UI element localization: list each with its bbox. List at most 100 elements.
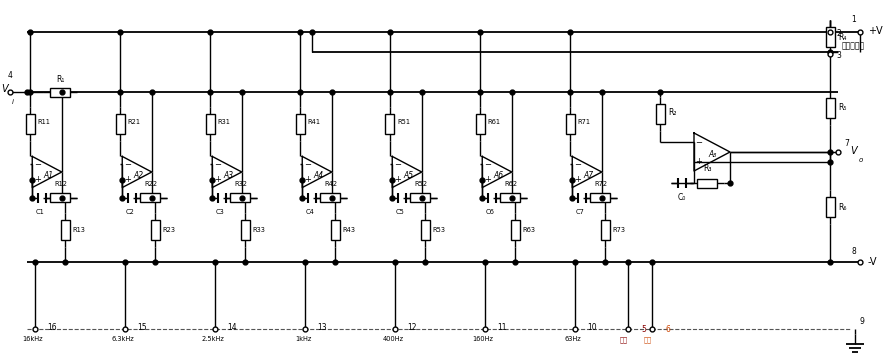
Bar — [511, 220, 519, 240]
Text: R₅: R₅ — [838, 103, 846, 112]
Text: R22: R22 — [144, 181, 158, 186]
Text: 7: 7 — [844, 139, 849, 148]
Text: 9: 9 — [860, 316, 865, 325]
Text: 3: 3 — [836, 51, 841, 59]
Bar — [476, 114, 485, 134]
Bar — [50, 88, 70, 97]
Text: A1: A1 — [43, 171, 53, 180]
Text: 13: 13 — [317, 324, 327, 333]
Bar — [566, 114, 575, 134]
Text: 12: 12 — [407, 324, 416, 333]
Text: −: − — [574, 160, 581, 169]
Bar — [697, 178, 717, 188]
Text: +: + — [484, 175, 491, 184]
Text: −: − — [304, 160, 311, 169]
Text: −: − — [34, 160, 41, 169]
Text: 提升: 提升 — [644, 337, 652, 343]
Text: R31: R31 — [217, 119, 230, 125]
Text: 160Hz: 160Hz — [472, 336, 494, 342]
Text: 6.3kHz: 6.3kHz — [111, 336, 135, 342]
Text: 6: 6 — [665, 324, 670, 333]
Text: R13: R13 — [72, 227, 86, 233]
Text: R61: R61 — [487, 119, 500, 125]
Bar — [230, 193, 250, 202]
Text: 8: 8 — [851, 248, 856, 257]
Text: +: + — [696, 157, 702, 166]
Text: 400Hz: 400Hz — [382, 336, 404, 342]
Text: A7: A7 — [583, 171, 593, 180]
Text: −: − — [696, 138, 702, 147]
Text: R72: R72 — [594, 181, 608, 186]
Text: C7: C7 — [576, 209, 584, 215]
Text: R51: R51 — [397, 119, 410, 125]
Text: 11: 11 — [497, 324, 506, 333]
Text: R₃: R₃ — [703, 164, 711, 173]
Bar — [50, 193, 70, 202]
Text: R32: R32 — [234, 181, 248, 186]
Text: i: i — [12, 99, 14, 105]
Text: A5: A5 — [403, 171, 413, 180]
Text: 63Hz: 63Hz — [565, 336, 581, 342]
Text: o: o — [859, 157, 863, 163]
Text: R41: R41 — [307, 119, 320, 125]
Text: R42: R42 — [324, 181, 338, 186]
Text: R63: R63 — [522, 227, 535, 233]
Bar — [601, 220, 609, 240]
Text: C5: C5 — [396, 209, 405, 215]
Text: 16: 16 — [47, 324, 57, 333]
Text: 5: 5 — [641, 324, 646, 333]
Text: C1: C1 — [36, 209, 45, 215]
Bar — [500, 193, 520, 202]
Text: R43: R43 — [342, 227, 356, 233]
Text: C2: C2 — [126, 209, 135, 215]
Text: +: + — [34, 175, 41, 184]
Bar — [116, 114, 125, 134]
Text: R21: R21 — [127, 119, 140, 125]
Text: 2.5kHz: 2.5kHz — [201, 336, 225, 342]
Bar — [151, 220, 159, 240]
Text: R62: R62 — [504, 181, 518, 186]
Bar — [421, 220, 429, 240]
Text: R71: R71 — [577, 119, 590, 125]
Text: +: + — [574, 175, 581, 184]
Text: C₀: C₀ — [678, 193, 686, 202]
Text: 1kHz: 1kHz — [295, 336, 311, 342]
Text: V: V — [2, 84, 8, 94]
Text: 2: 2 — [836, 29, 841, 38]
Text: 15: 15 — [137, 324, 147, 333]
Text: R₄: R₄ — [838, 33, 846, 42]
Bar — [61, 220, 69, 240]
Text: C3: C3 — [216, 209, 225, 215]
Text: R₂: R₂ — [668, 108, 676, 117]
Text: 单电源偏压: 单电源偏压 — [842, 42, 865, 51]
Text: 衰减: 衰减 — [620, 337, 628, 343]
Text: −: − — [214, 160, 221, 169]
Text: R33: R33 — [252, 227, 266, 233]
Bar — [296, 114, 305, 134]
Text: R12: R12 — [54, 181, 68, 186]
Text: A₈: A₈ — [709, 151, 717, 160]
Text: R73: R73 — [612, 227, 625, 233]
Bar — [825, 98, 835, 118]
Bar — [825, 27, 835, 47]
Text: +: + — [394, 175, 401, 184]
Bar — [825, 197, 835, 217]
Bar — [206, 114, 215, 134]
Bar — [386, 114, 395, 134]
Text: 1: 1 — [851, 16, 856, 25]
Bar — [331, 220, 339, 240]
Text: C6: C6 — [486, 209, 495, 215]
Bar — [590, 193, 610, 202]
Text: −: − — [124, 160, 131, 169]
Text: +: + — [124, 175, 131, 184]
Text: A4: A4 — [313, 171, 323, 180]
Bar — [241, 220, 249, 240]
Text: +V: +V — [868, 26, 883, 36]
Text: R₁: R₁ — [56, 75, 64, 84]
Text: R52: R52 — [414, 181, 428, 186]
Text: R53: R53 — [432, 227, 446, 233]
Text: -V: -V — [868, 257, 878, 267]
Text: A2: A2 — [133, 171, 143, 180]
Bar — [656, 105, 665, 125]
Text: A3: A3 — [223, 171, 233, 180]
